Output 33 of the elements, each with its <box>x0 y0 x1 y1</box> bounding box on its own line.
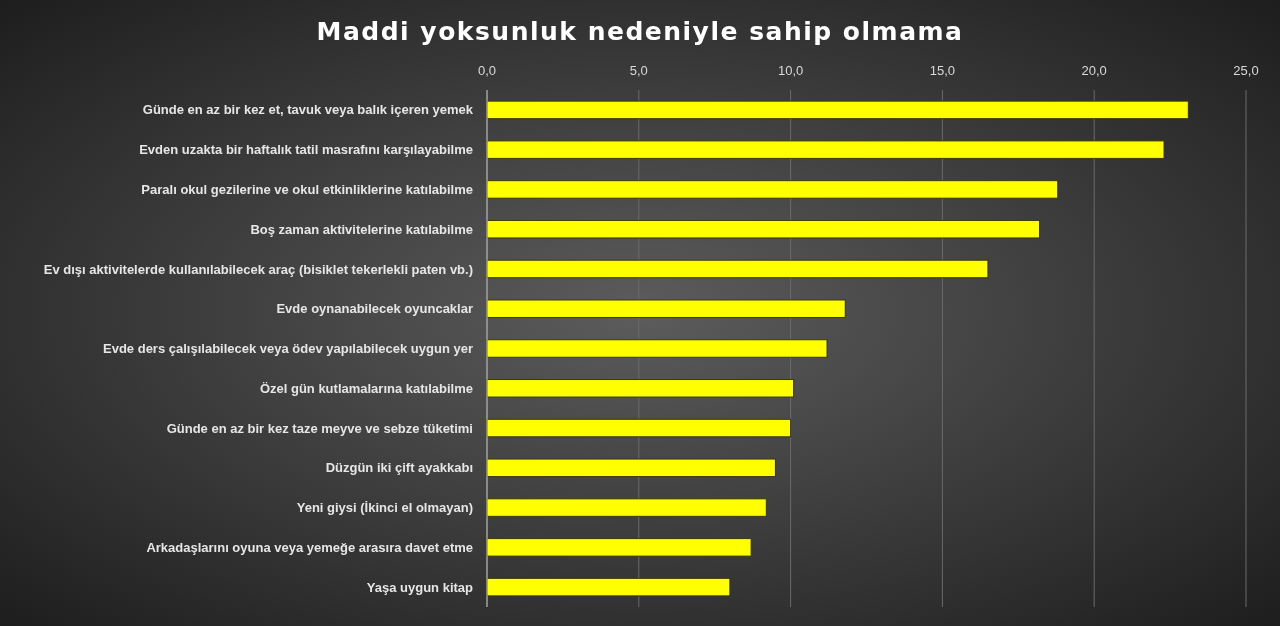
x-tick-label: 25,0 <box>1233 63 1259 78</box>
x-tick-label: 15,0 <box>929 63 956 78</box>
bar <box>486 299 846 318</box>
y-tick-label: Ev dışı aktivitelerde kullanılabilecek araç (bisiklet tekerlekli paten vb.) <box>43 261 473 277</box>
x-tick-label: 0,0 <box>477 63 497 78</box>
bar <box>486 140 1165 159</box>
y-tick-label: Evde ders çalışılabilecek veya ödev yapılabilecek uygun yer <box>103 341 473 357</box>
bar <box>486 418 792 438</box>
bar <box>486 458 776 478</box>
bar <box>486 180 1059 199</box>
bar <box>486 577 731 597</box>
x-tick-label: 5,0 <box>629 63 648 78</box>
bar <box>486 379 795 398</box>
chart-title: Maddi yoksunluk nedeniyle sahip olmama <box>316 17 964 46</box>
y-tick-label: Evden uzakta bir haftalık tatil masrafını karşılayabilme <box>139 142 473 158</box>
y-tick-label: Yeni giysi (İkinci el olmayan) <box>296 500 473 516</box>
y-tick-label: Arkadaşlarını oyuna veya yemeğe arasıra davet etme <box>146 539 473 555</box>
y-tick-label: Paralı okul gezilerine ve okul etkinliklerine katılabilme <box>141 181 473 197</box>
bar <box>486 259 989 279</box>
y-tick-label: Günde en az bir kez taze meyve ve sebze tüketimi <box>166 420 473 436</box>
y-tick-label: Günde en az bir kez et, tavuk veya balık içeren yemek <box>142 102 474 118</box>
bar <box>486 339 828 358</box>
x-tick-label: 10,0 <box>777 63 804 78</box>
y-tick-label: Yaşa uygun kitap <box>366 579 474 595</box>
y-tick-label: Düzgün iki çift ayakkabı <box>325 460 473 476</box>
y-tick-label: Özel gün kutlamalarına katılabilme <box>259 380 473 396</box>
bar <box>486 498 767 517</box>
x-tick-label: 20,0 <box>1081 63 1107 78</box>
bar <box>486 538 752 557</box>
bar <box>486 219 1041 239</box>
y-tick-label: Evde oynanabilecek oyuncaklar <box>276 301 473 317</box>
bar <box>486 100 1189 120</box>
y-tick-label: Boş zaman aktivitelerine katılabilme <box>250 221 473 237</box>
